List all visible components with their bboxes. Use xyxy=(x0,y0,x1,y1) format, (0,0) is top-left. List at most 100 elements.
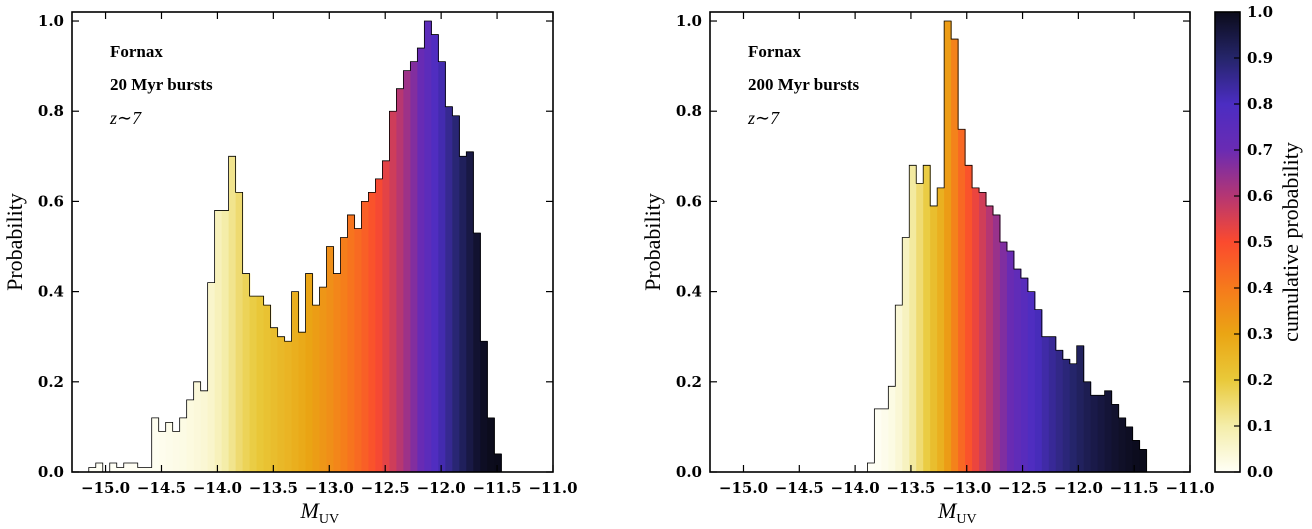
histogram-bar xyxy=(333,273,342,472)
histogram-bar xyxy=(986,205,994,473)
histogram-bar xyxy=(144,467,153,472)
histogram-bar xyxy=(368,192,377,472)
histogram-bar xyxy=(193,381,202,472)
histogram-bar xyxy=(417,48,425,472)
histogram-bar xyxy=(874,408,882,472)
annotation-redshift: z∼7 xyxy=(109,108,142,128)
histogram-bar xyxy=(116,467,125,472)
colorbar-tick-label: 0.8 xyxy=(1247,95,1273,113)
histogram-bar xyxy=(361,201,370,472)
histogram-bar xyxy=(1020,278,1029,472)
histogram-bar xyxy=(999,242,1008,472)
histogram-bar xyxy=(1104,390,1113,472)
histogram-bar xyxy=(389,111,397,472)
histogram-bar xyxy=(1048,336,1057,472)
annotation-galaxy: Fornax xyxy=(748,42,801,61)
histogram-bar xyxy=(1062,359,1071,472)
histogram-bar xyxy=(235,192,244,472)
histogram-bar xyxy=(319,287,328,472)
histogram-bar xyxy=(1118,417,1127,472)
x-tick-label: −14.5 xyxy=(137,479,186,497)
x-tick-label: −14.0 xyxy=(831,479,880,497)
histogram-bar xyxy=(214,210,223,472)
y-tick-label: 0.4 xyxy=(38,283,64,301)
histogram-bar xyxy=(1034,309,1043,472)
colorbar-tick-label: 0.1 xyxy=(1247,417,1273,435)
histogram-bar xyxy=(431,34,439,473)
histogram-bar xyxy=(354,228,363,472)
histogram-bars xyxy=(88,21,502,473)
colorbar-tick-label: 0.0 xyxy=(1247,463,1273,481)
annotation-burst: 200 Myr bursts xyxy=(748,75,860,94)
x-tick-label: −11.5 xyxy=(473,479,522,497)
histogram-bar xyxy=(165,422,174,472)
y-tick-label: 0.8 xyxy=(676,102,702,120)
histogram-bar xyxy=(459,156,467,472)
histogram-bar xyxy=(263,305,272,472)
histogram-bar xyxy=(249,296,258,472)
x-tick-label: −15.0 xyxy=(81,479,130,497)
annotation-redshift: z∼7 xyxy=(747,108,780,128)
histogram-bar xyxy=(1055,350,1064,472)
histogram-bar xyxy=(1076,345,1085,472)
histogram-bar xyxy=(109,462,118,472)
colorbar: 0.0 0.1 0.2 0.3 0.4 0.5 0.6 0.7 0.8 0.9 1.0 cumula… xyxy=(1214,3,1303,481)
histogram-bar xyxy=(158,431,167,472)
colorbar-tick-label: 0.6 xyxy=(1247,187,1273,205)
histogram-bar xyxy=(1132,440,1141,472)
plot-frame xyxy=(709,11,1191,473)
x-axis-label-sub: UV xyxy=(319,512,339,527)
histogram-bar xyxy=(1097,395,1106,472)
y-tick-label: 1.0 xyxy=(38,12,64,30)
x-axis-label: MUV xyxy=(300,498,340,527)
histogram-bar xyxy=(375,178,384,473)
histogram-bar xyxy=(1027,291,1036,472)
x-tick-label: −14.5 xyxy=(775,479,824,497)
histogram-bar xyxy=(123,462,132,472)
x-axis-label-sub: UV xyxy=(956,512,976,527)
annotation-burst: 20 Myr bursts xyxy=(110,75,213,94)
colorbar-tick-label: 0.9 xyxy=(1247,49,1273,67)
histogram-bar xyxy=(916,183,924,472)
colorbar-tick-label: 0.2 xyxy=(1247,371,1273,389)
y-axis-label: Probability xyxy=(2,193,27,291)
annotation-galaxy: Fornax xyxy=(110,42,163,61)
histogram-200myr: −15.0 −14.5 −14.0 −13.5 −13.0 −12.5 −12.0 −11.5… xyxy=(640,11,1215,527)
histogram-outline xyxy=(867,20,1147,472)
histogram-bar xyxy=(466,151,474,473)
histogram-bar xyxy=(284,341,293,472)
histogram-bar xyxy=(179,417,188,472)
histogram-bar xyxy=(1041,336,1050,472)
histogram-bar xyxy=(452,115,460,472)
histogram-bar xyxy=(1139,449,1148,472)
x-tick-label: −13.5 xyxy=(249,479,298,497)
histogram-bar xyxy=(1090,395,1099,472)
x-tick-label: −12.0 xyxy=(1054,479,1103,497)
x-axis-label: MUV xyxy=(937,498,977,527)
histogram-bar xyxy=(923,165,931,472)
histogram-bar xyxy=(480,341,488,472)
histogram-bar xyxy=(1013,269,1022,472)
histogram-bar xyxy=(1069,363,1078,472)
x-tick-label: −15.0 xyxy=(719,479,768,497)
histogram-bar xyxy=(256,296,265,472)
colorbar-tick-label: 0.3 xyxy=(1247,325,1273,343)
histogram-outline xyxy=(88,20,502,473)
histogram-bar xyxy=(937,187,945,472)
colorbar-tick-label: 1.0 xyxy=(1247,3,1273,21)
histogram-bar xyxy=(867,462,875,472)
histogram-bar xyxy=(137,467,146,472)
x-axis-label-main: M xyxy=(937,498,958,523)
colorbar-ticks: 0.0 0.1 0.2 0.3 0.4 0.5 0.6 0.7 0.8 0.9 1.0 xyxy=(1234,3,1273,481)
histogram-bar xyxy=(298,332,307,472)
histogram-bar xyxy=(305,273,314,472)
x-tick-label: −12.0 xyxy=(417,479,466,497)
histogram-bar xyxy=(951,39,959,473)
histogram-bar xyxy=(1083,381,1092,472)
histogram-bar xyxy=(347,214,356,472)
histogram-bar xyxy=(291,291,300,472)
histogram-bar xyxy=(382,160,390,472)
y-tick-label: 0.2 xyxy=(676,373,702,391)
histogram-bar xyxy=(130,462,139,472)
histogram-bar xyxy=(396,88,404,473)
